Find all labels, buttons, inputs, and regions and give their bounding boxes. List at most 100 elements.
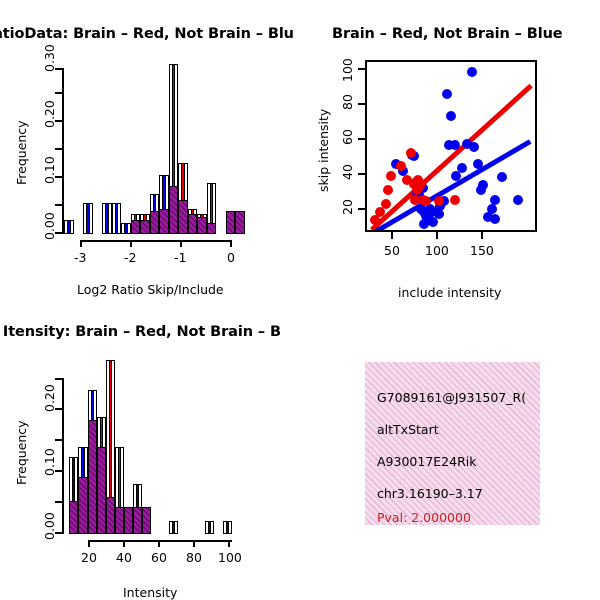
- histogram-bar-outline: [197, 214, 207, 234]
- intensity-ytick-mark-3: [55, 439, 62, 442]
- scatter-point-blue: [419, 218, 430, 229]
- scatter-xtick-1: 100: [425, 243, 449, 258]
- ratio-xtick-mark-3: [230, 240, 233, 247]
- ratio-ytick-mark-3: [55, 148, 62, 151]
- gene-info-box: G7089161@J931507_R( altTxStart A930017E2…: [365, 362, 540, 525]
- intensity-xtick-4: 100: [218, 550, 242, 565]
- intensity-xtick-2: 60: [151, 550, 167, 565]
- scatter-xtick-2: 150: [470, 243, 494, 258]
- scatter-point-blue: [433, 209, 444, 219]
- histogram-bar-overlap: [123, 507, 133, 534]
- scatter-point-blue: [451, 170, 462, 181]
- ratio-xtick-1: -2: [124, 250, 137, 265]
- info-line-locus: chr3.16190–3.17: [377, 486, 483, 501]
- histogram-bar-outline: [96, 416, 106, 534]
- intensity-histogram-title: ne Itensity: Brain – Red, Not Brain – B: [0, 324, 281, 340]
- intensity-xtick-mark-2: [158, 540, 161, 547]
- scatter-point-red: [406, 148, 417, 159]
- histogram-bar-outline: [168, 64, 178, 234]
- ratio-xtick-3: 0: [227, 250, 235, 265]
- scatter-plot-area: [365, 60, 537, 232]
- info-line-gene-symbol: A930017E24Rik: [377, 454, 477, 469]
- scatter-point-blue: [446, 111, 456, 122]
- histogram-bar-outline: [223, 520, 233, 534]
- scatter-xtick-mark-0: [391, 232, 394, 239]
- ratio-xtick-mark-1: [130, 240, 133, 247]
- scatter-point-blue: [435, 201, 446, 211]
- scatter-title: Brain – Red, Not Brain – Blue: [332, 26, 563, 42]
- scatter-ytick-0: 20: [340, 199, 355, 215]
- ratio-histogram-xlabel: Log2 Ratio Skip/Include: [77, 282, 224, 297]
- ratio-histogram-ylabel: Frequency: [14, 120, 29, 185]
- histogram-bar-outline: [168, 520, 178, 534]
- scatter-point-blue: [461, 138, 472, 149]
- scatter-ytick-mark-0: [358, 208, 365, 211]
- regression-line-red: [369, 84, 533, 230]
- intensity-histogram-plot-area: [64, 360, 254, 534]
- histogram-bar-outline: [87, 390, 97, 534]
- scatter-point-red: [449, 194, 460, 205]
- panel-intensity-histogram: ne Itensity: Brain – Red, Not Brain – B …: [0, 300, 300, 600]
- ratio-histogram-plot-area: [64, 64, 254, 234]
- histogram-bar-outline: [69, 457, 79, 534]
- histogram-bar-outline: [114, 447, 124, 534]
- histogram-bar-outline: [64, 219, 74, 234]
- scatter-point-red: [415, 178, 426, 189]
- scatter-ytick-mark-2: [358, 138, 365, 141]
- scatter-ytick-3: 80: [340, 94, 355, 110]
- histogram-bar-outline: [132, 483, 142, 534]
- intensity-ytick-mark-5: [55, 378, 62, 381]
- histogram-bar-outline: [140, 214, 150, 234]
- scatter-point-red: [433, 196, 444, 207]
- panel-ratio-histogram: RatioData: Brain – Red, Not Brain – Blu …: [0, 0, 300, 300]
- ratio-ytick-mark-0: [55, 232, 62, 235]
- histogram-bar-outline: [187, 208, 197, 234]
- info-line-probe: G7089161@J931507_R(: [377, 390, 527, 405]
- histogram-bar-overlap: [225, 211, 235, 234]
- scatter-point-blue: [472, 159, 483, 170]
- histogram-bar-outline: [159, 174, 169, 234]
- histogram-bar-outline: [78, 447, 88, 534]
- scatter-point-blue: [468, 141, 479, 152]
- histogram-bar-outline: [149, 194, 159, 234]
- intensity-xtick-3: 80: [186, 550, 202, 565]
- scatter-point-red: [369, 215, 380, 226]
- intensity-xtick-0: 20: [81, 550, 97, 565]
- scatter-ytick-1: 40: [340, 164, 355, 180]
- ratio-ytick-mark-1: [55, 204, 62, 207]
- intensity-xtick-1: 40: [116, 550, 132, 565]
- scatter-point-blue: [442, 89, 453, 99]
- ratio-xtick-mark-0: [80, 240, 83, 247]
- scatter-point-blue: [438, 196, 449, 207]
- panel-intensity-scatter: Brain – Red, Not Brain – Blue skip inten…: [300, 0, 600, 300]
- ratio-ytick-mark-5: [55, 92, 62, 95]
- histogram-bar-outline: [130, 214, 140, 234]
- intensity-ytick-mark-4: [55, 408, 62, 411]
- intensity-histogram-ylabel: Frequency: [14, 420, 29, 485]
- scatter-xtick-0: 50: [384, 243, 400, 258]
- scatter-ytick-mark-3: [358, 103, 365, 106]
- scatter-point-blue: [428, 217, 439, 227]
- ratio-xtick-2: -1: [174, 250, 187, 265]
- info-line-event-type: altTxStart: [377, 422, 439, 437]
- scatter-point-blue: [513, 194, 524, 205]
- scatter-point-red: [421, 196, 432, 207]
- histogram-bar-outline: [102, 202, 112, 234]
- scatter-point-blue: [456, 162, 467, 173]
- scatter-ylabel: skip intensity: [316, 108, 331, 192]
- ratio-ytick-mark-4: [55, 120, 62, 123]
- scatter-point-blue: [398, 165, 409, 176]
- intensity-histogram-xlabel: Intensity: [123, 585, 178, 600]
- scatter-point-red: [375, 207, 386, 218]
- ratio-histogram-title: RatioData: Brain – Red, Not Brain – Blu: [0, 26, 294, 42]
- histogram-bar-outline: [83, 202, 93, 234]
- histogram-bar-outline: [111, 202, 121, 234]
- scatter-point-red: [396, 161, 407, 171]
- intensity-xtick-mark-4: [228, 540, 231, 547]
- intensity-xtick-mark-3: [193, 540, 196, 547]
- scatter-point-blue: [490, 194, 501, 205]
- scatter-point-blue: [483, 212, 494, 223]
- scatter-xlabel: include intensity: [398, 285, 502, 300]
- histogram-bar-outline: [121, 222, 131, 234]
- intensity-yaxis-spine: [62, 378, 65, 534]
